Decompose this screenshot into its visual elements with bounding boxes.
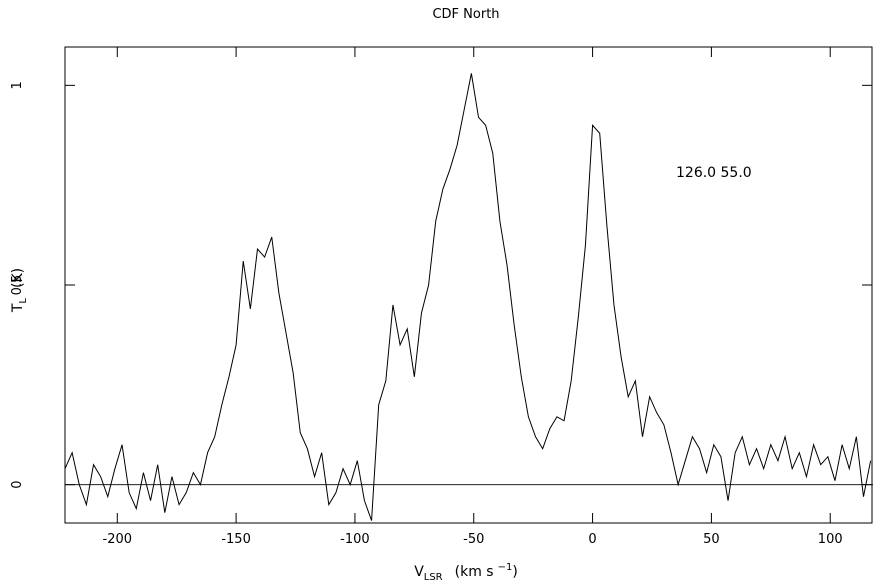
y-axis-label: TL(K) bbox=[10, 268, 29, 313]
x-tick-label: 100 bbox=[818, 532, 843, 547]
x-tick-label: -50 bbox=[463, 532, 484, 547]
y-tick-label: 1 bbox=[10, 81, 25, 89]
x-axis-label: VLSR (km s −1) bbox=[414, 562, 518, 583]
x-tick-label: 50 bbox=[703, 532, 720, 547]
spectrum-line bbox=[65, 73, 872, 521]
chart-title: CDF North bbox=[432, 7, 499, 22]
x-tick-label: 0 bbox=[588, 532, 596, 547]
y-tick-label: 0.5 bbox=[10, 275, 25, 296]
y-tick-label: 0 bbox=[10, 481, 25, 489]
plot-frame bbox=[64, 46, 873, 524]
x-tick-label: -200 bbox=[103, 532, 133, 547]
x-tick-label: -150 bbox=[221, 532, 251, 547]
x-tick-label: -100 bbox=[340, 532, 370, 547]
annotation: 126.0 55.0 bbox=[676, 165, 752, 181]
